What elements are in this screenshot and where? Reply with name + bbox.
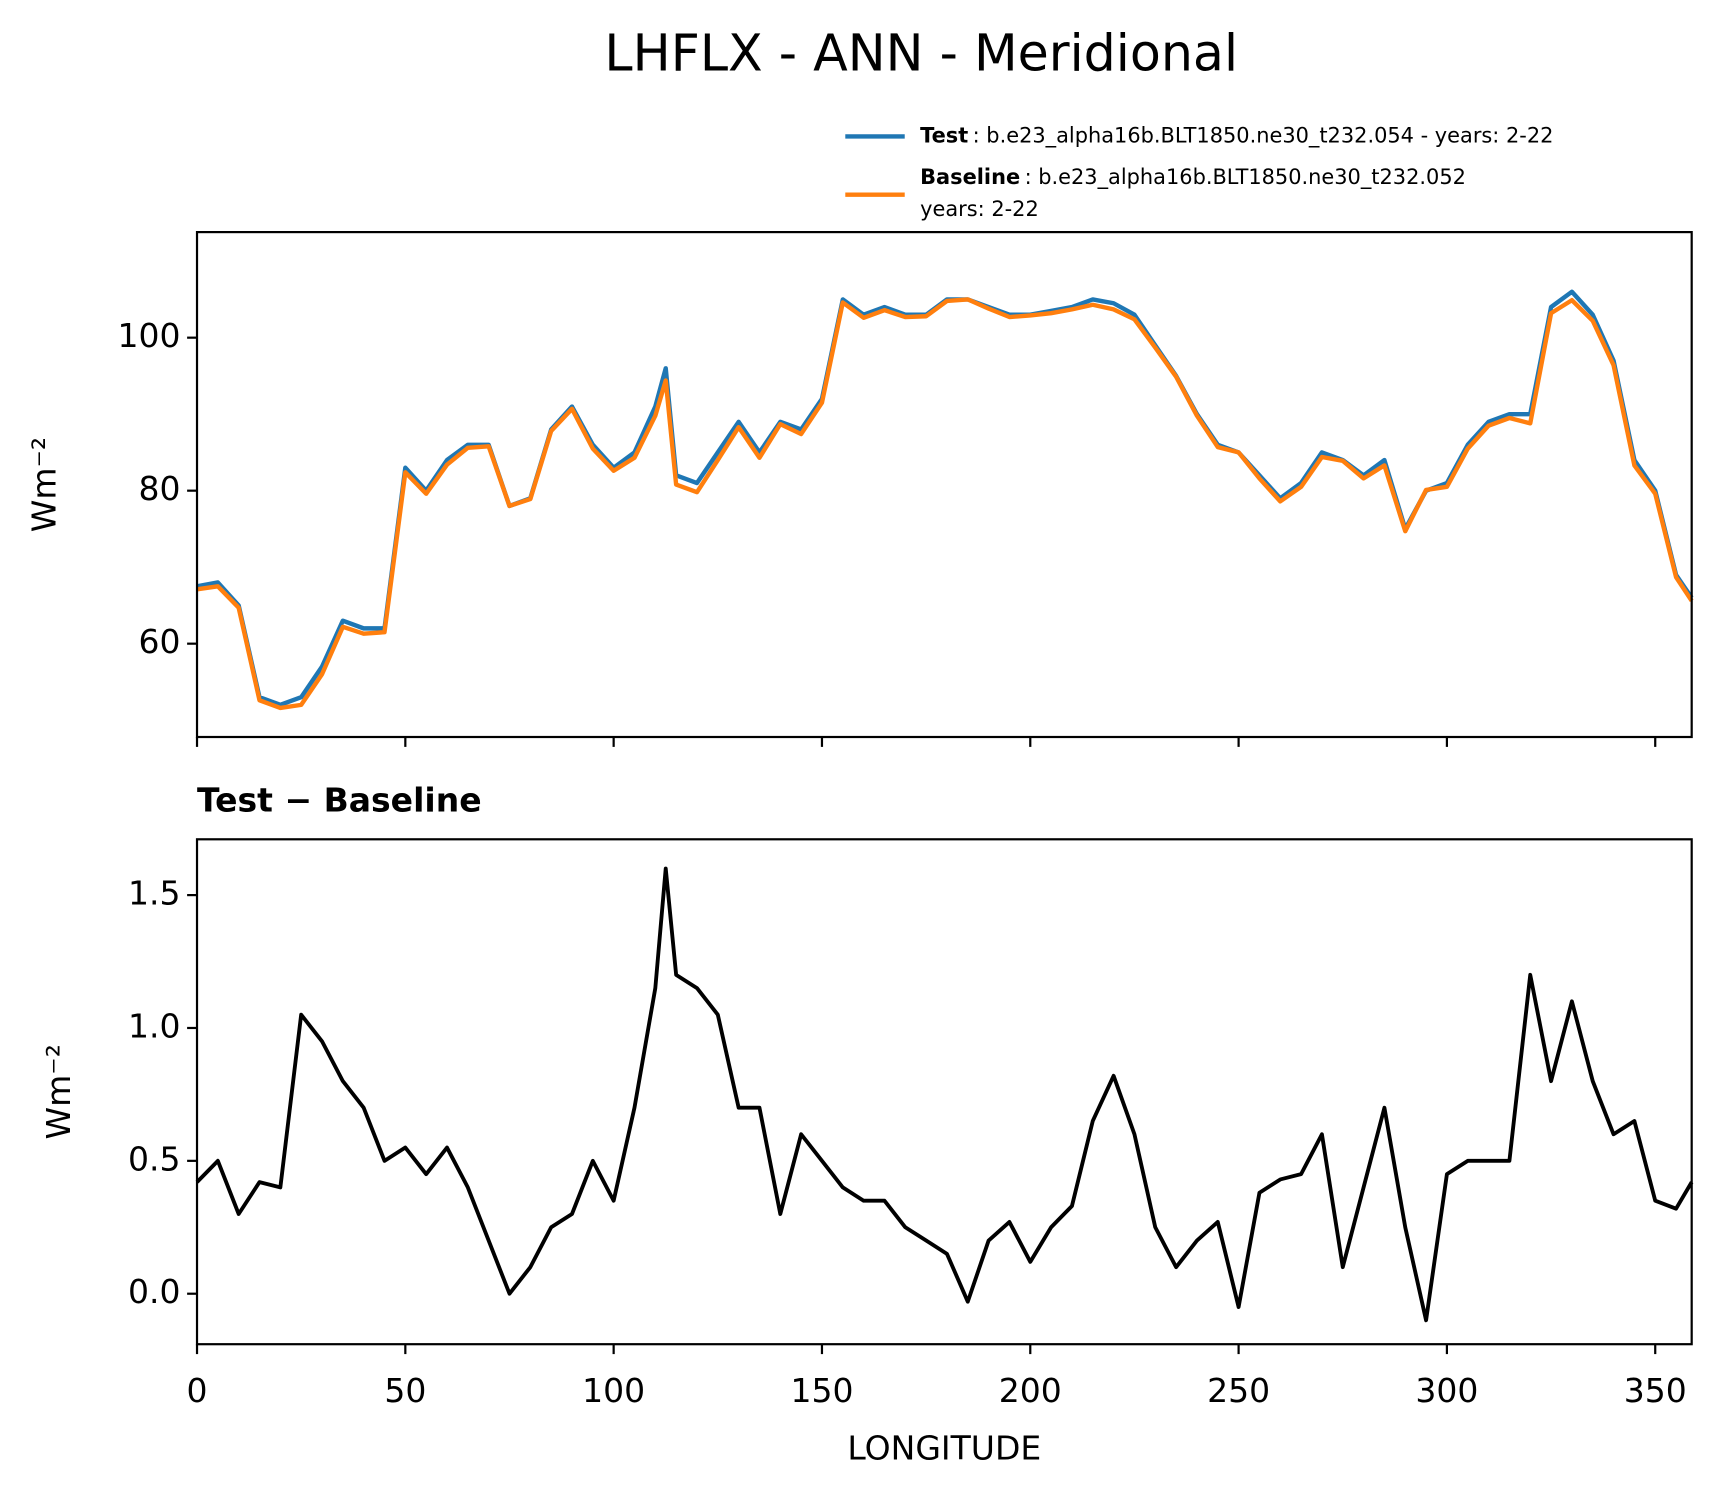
legend-description: : b.e23_alpha16b.BLT1850.ne30_t232.054 -… (973, 123, 1554, 148)
x-tick-label: 0 (187, 1371, 208, 1410)
x-tick-label: 200 (999, 1371, 1062, 1410)
legend-series-name: Test (920, 123, 968, 147)
axes-frame (195, 231, 1693, 739)
y-tick-label: 0.0 (128, 1272, 180, 1311)
y-tick-label: 80 (138, 469, 180, 508)
y-tick-label: 60 (138, 622, 180, 661)
legend-description: : b.e23_alpha16b.BLT1850.ne30_t232.052 (1025, 165, 1466, 190)
y-axis-label: Wm⁻² (25, 437, 64, 532)
legend-label: Test: b.e23_alpha16b.BLT1850.ne30_t232.0… (920, 123, 1553, 148)
figure-title: LHFLX - ANN - Meridional (604, 24, 1238, 83)
y-axis-label: Wm⁻² (39, 1044, 78, 1139)
x-tick-label: 100 (582, 1371, 645, 1410)
y-tick-label: 1.0 (128, 1006, 180, 1045)
series-line (196, 297, 1694, 711)
y-tick-label: 1.5 (128, 874, 180, 913)
legend-label: Baseline: b.e23_alpha16b.BLT1850.ne30_t2… (920, 165, 1466, 190)
x-tick-label: 250 (1207, 1371, 1270, 1410)
x-tick-label: 350 (1624, 1371, 1687, 1410)
y-tick-label: 0.5 (128, 1139, 180, 1178)
x-axis-label: LONGITUDE (847, 1428, 1041, 1467)
y-tick-label: 100 (117, 316, 180, 355)
x-tick-label: 150 (790, 1371, 853, 1410)
x-tick-label: 50 (384, 1371, 426, 1410)
legend-label-line: years: 2-22 (920, 197, 1039, 221)
legend-series-name: Baseline (920, 165, 1020, 189)
axes-frame (195, 838, 1693, 1346)
x-tick-label: 300 (1415, 1371, 1478, 1410)
subplot-title: Test − Baseline (197, 780, 482, 819)
data-line (195, 866, 1694, 1323)
